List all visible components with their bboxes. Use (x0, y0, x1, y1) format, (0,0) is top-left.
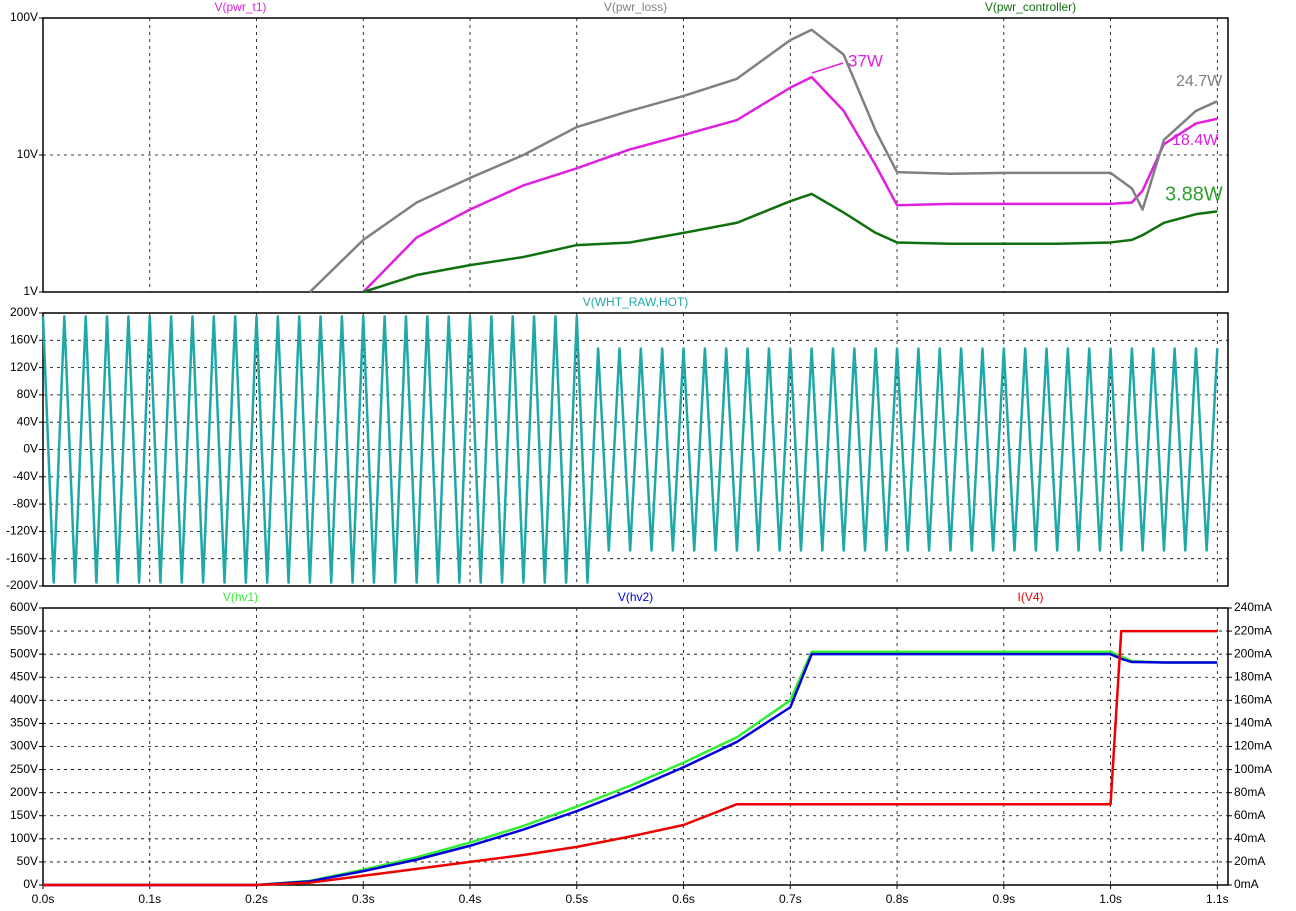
y-tick-label: 100V (10, 10, 38, 24)
trace-name: V(hv1) (223, 590, 258, 604)
y-tick-label: 120V (10, 360, 38, 374)
y2-tick-label: 140mA (1234, 716, 1272, 730)
y2-tick-label: 100mA (1234, 762, 1272, 776)
y2-tick-label: 60mA (1234, 808, 1265, 822)
y-tick-label: 80V (17, 387, 38, 401)
x-tick-label: 0.4s (459, 892, 482, 906)
y-tick-label: -160V (6, 551, 38, 565)
trace (43, 650, 1218, 887)
x-tick-label: 0.1s (138, 892, 161, 906)
trace-name: V(pwr_controller) (985, 0, 1076, 14)
trace-name: V(WHT_RAW,HOT) (583, 295, 689, 309)
y-tick-label: 550V (10, 623, 38, 637)
y-tick-label: 100V (10, 831, 38, 845)
x-tick-label: 0.2s (245, 892, 268, 906)
y2-tick-label: 120mA (1234, 739, 1272, 753)
x-tick-label: 0.8s (886, 892, 909, 906)
annotation-leader (811, 62, 844, 74)
plot-frame (42, 17, 1229, 293)
y2-tick-label: 240mA (1234, 600, 1272, 614)
y-tick-label: 160V (10, 332, 38, 346)
y-tick-label: -200V (6, 578, 38, 592)
y-tick-label: 350V (10, 716, 38, 730)
y-tick-label: 0V (23, 442, 38, 456)
y-tick-label: 1V (23, 284, 38, 298)
trace (43, 629, 1218, 887)
annotation: 24.7W (1176, 73, 1223, 90)
x-tick-label: 0.5s (565, 892, 588, 906)
y-tick-label: 600V (10, 600, 38, 614)
x-tick-label: 0.3s (352, 892, 375, 906)
y2-tick-label: 200mA (1234, 646, 1272, 660)
y-tick-label: 10V (17, 147, 38, 161)
plot-frame (42, 312, 1229, 587)
trace (41, 315, 1219, 584)
annotation: 3.88W (1165, 183, 1223, 205)
y-tick-label: 200V (10, 305, 38, 319)
trace (309, 28, 1218, 293)
y-tick-label: -120V (6, 524, 38, 538)
y2-tick-label: 180mA (1234, 669, 1272, 683)
y-tick-label: 500V (10, 646, 38, 660)
plot-frame (42, 607, 1229, 886)
y-tick-label: 200V (10, 785, 38, 799)
y2-tick-label: 20mA (1234, 854, 1265, 868)
x-tick-label: 0.7s (779, 892, 802, 906)
trace (43, 652, 1218, 887)
y2-tick-label: 160mA (1234, 693, 1272, 707)
y-tick-label: 300V (10, 739, 38, 753)
y-tick-label: 40V (17, 414, 38, 428)
annotation: 37W (848, 51, 883, 70)
trace (362, 192, 1218, 294)
x-tick-label: 1.1s (1206, 892, 1229, 906)
y-tick-label: 150V (10, 808, 38, 822)
y-tick-label: 450V (10, 669, 38, 683)
x-tick-label: 0.9s (992, 892, 1015, 906)
y2-tick-label: 80mA (1234, 785, 1265, 799)
y-tick-label: 250V (10, 762, 38, 776)
trace-name: I(V4) (1017, 590, 1043, 604)
y-tick-label: -80V (13, 496, 38, 510)
y-tick-label: 400V (10, 693, 38, 707)
x-tick-label: 0.0s (32, 892, 55, 906)
y-tick-label: 50V (17, 854, 38, 868)
y-tick-label: 0V (23, 877, 38, 891)
trace-name: V(pwr_loss) (604, 0, 667, 14)
trace-name: V(hv2) (618, 590, 653, 604)
trace-name: V(pwr_t1) (214, 0, 266, 14)
x-tick-label: 0.6s (672, 892, 695, 906)
annotation: 18.4W (1172, 132, 1219, 149)
y2-tick-label: 0mA (1234, 877, 1259, 891)
y2-tick-label: 40mA (1234, 831, 1265, 845)
y-tick-label: -40V (13, 469, 38, 483)
x-tick-label: 1.0s (1099, 892, 1122, 906)
y2-tick-label: 220mA (1234, 623, 1272, 637)
